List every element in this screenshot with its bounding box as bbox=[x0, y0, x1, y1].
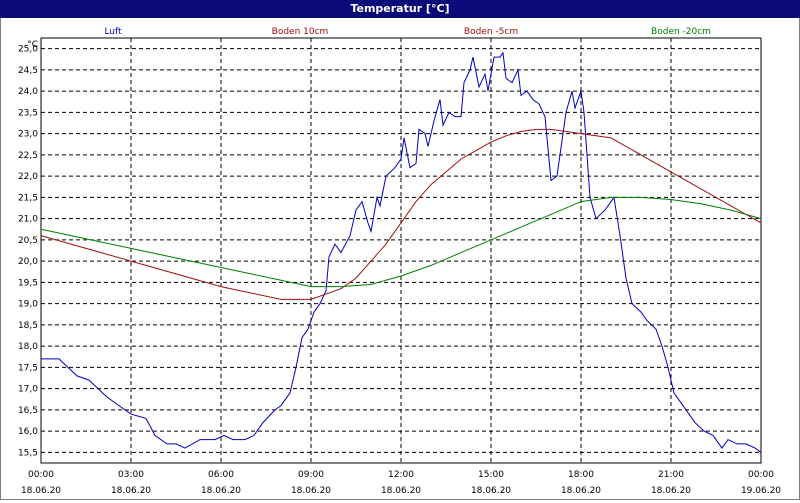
x-tick-date: 18.06.20 bbox=[201, 486, 241, 496]
y-tick-label: 25,0 bbox=[18, 45, 38, 55]
y-axis-unit: °C bbox=[27, 40, 38, 50]
x-tick-time: 06:00 bbox=[208, 470, 234, 480]
legend-entry: Boden -20cm bbox=[651, 27, 711, 37]
x-tick-time: 09:00 bbox=[298, 470, 324, 480]
series-line-luft bbox=[41, 51, 762, 453]
x-tick-time: 00:00 bbox=[28, 470, 54, 480]
axis-layer: 15,5 16,0 16,5 17,0 17,5 18,0 18,5 19,0 19,5 20,0… bbox=[18, 40, 781, 496]
x-tick-time: 12:00 bbox=[388, 470, 414, 480]
series-line-boden-20cm bbox=[40, 196, 762, 288]
y-tick-label: 16,5 bbox=[18, 406, 38, 416]
x-tick-date: 18.06.20 bbox=[651, 486, 691, 496]
y-tick-label: 23,5 bbox=[18, 108, 38, 118]
grid-layer bbox=[40, 37, 762, 464]
legend-layer: Luft Boden 10cm Boden -5cm Boden -20cm bbox=[104, 27, 711, 37]
y-tick-label: 19,5 bbox=[18, 278, 38, 288]
x-tick-date: 19.06.20 bbox=[741, 486, 781, 496]
x-tick-time: 15:00 bbox=[478, 470, 504, 480]
y-tick-label: 16,0 bbox=[18, 427, 38, 437]
temperature-chart: 15,5 16,0 16,5 17,0 17,5 18,0 18,5 19,0 19,5 20,0… bbox=[18, 27, 781, 496]
x-tick-date: 18.06.20 bbox=[111, 486, 151, 496]
y-tick-label: 22,5 bbox=[18, 151, 38, 161]
x-tick-time: 21:00 bbox=[658, 470, 684, 480]
y-tick-label: 21,5 bbox=[18, 193, 38, 203]
legend-entry: Boden -5cm bbox=[464, 27, 518, 37]
y-tick-label: 15,5 bbox=[18, 448, 38, 458]
y-tick-label: 20,0 bbox=[18, 257, 38, 267]
y-tick-label: 18,0 bbox=[18, 342, 38, 352]
y-tick-label: 24,0 bbox=[18, 87, 38, 97]
chart-frame: 15,5 16,0 16,5 17,0 17,5 18,0 18,5 19,0 19,5 20,0… bbox=[0, 18, 800, 500]
x-tick-date: 18.06.20 bbox=[291, 486, 331, 496]
y-tick-label: 23,0 bbox=[18, 130, 38, 140]
x-tick-time: 03:00 bbox=[118, 470, 144, 480]
x-tick-date: 18.06.20 bbox=[471, 486, 511, 496]
y-tick-label: 18,5 bbox=[18, 321, 38, 331]
legend-entry: Boden 10cm bbox=[272, 27, 329, 37]
y-tick-label: 21,0 bbox=[18, 215, 38, 225]
x-tick-date: 18.06.20 bbox=[21, 486, 61, 496]
y-tick-label: 17,5 bbox=[18, 363, 38, 373]
y-tick-label: 17,0 bbox=[18, 385, 38, 395]
series-line-boden-10cm bbox=[40, 128, 762, 300]
x-tick-time: 18:00 bbox=[568, 470, 594, 480]
y-tick-label: 24,5 bbox=[18, 66, 38, 76]
legend-entry: Luft bbox=[104, 27, 122, 37]
x-tick-time: 00:00 bbox=[748, 470, 774, 480]
y-tick-label: 22,0 bbox=[18, 172, 38, 182]
y-tick-label: 20,5 bbox=[18, 236, 38, 246]
x-tick-date: 18.06.20 bbox=[561, 486, 601, 496]
series-layer bbox=[40, 51, 762, 453]
x-tick-date: 18.06.20 bbox=[381, 486, 421, 496]
chart-title: Temperatur [°C] bbox=[0, 0, 800, 18]
y-tick-label: 19,0 bbox=[18, 300, 38, 310]
